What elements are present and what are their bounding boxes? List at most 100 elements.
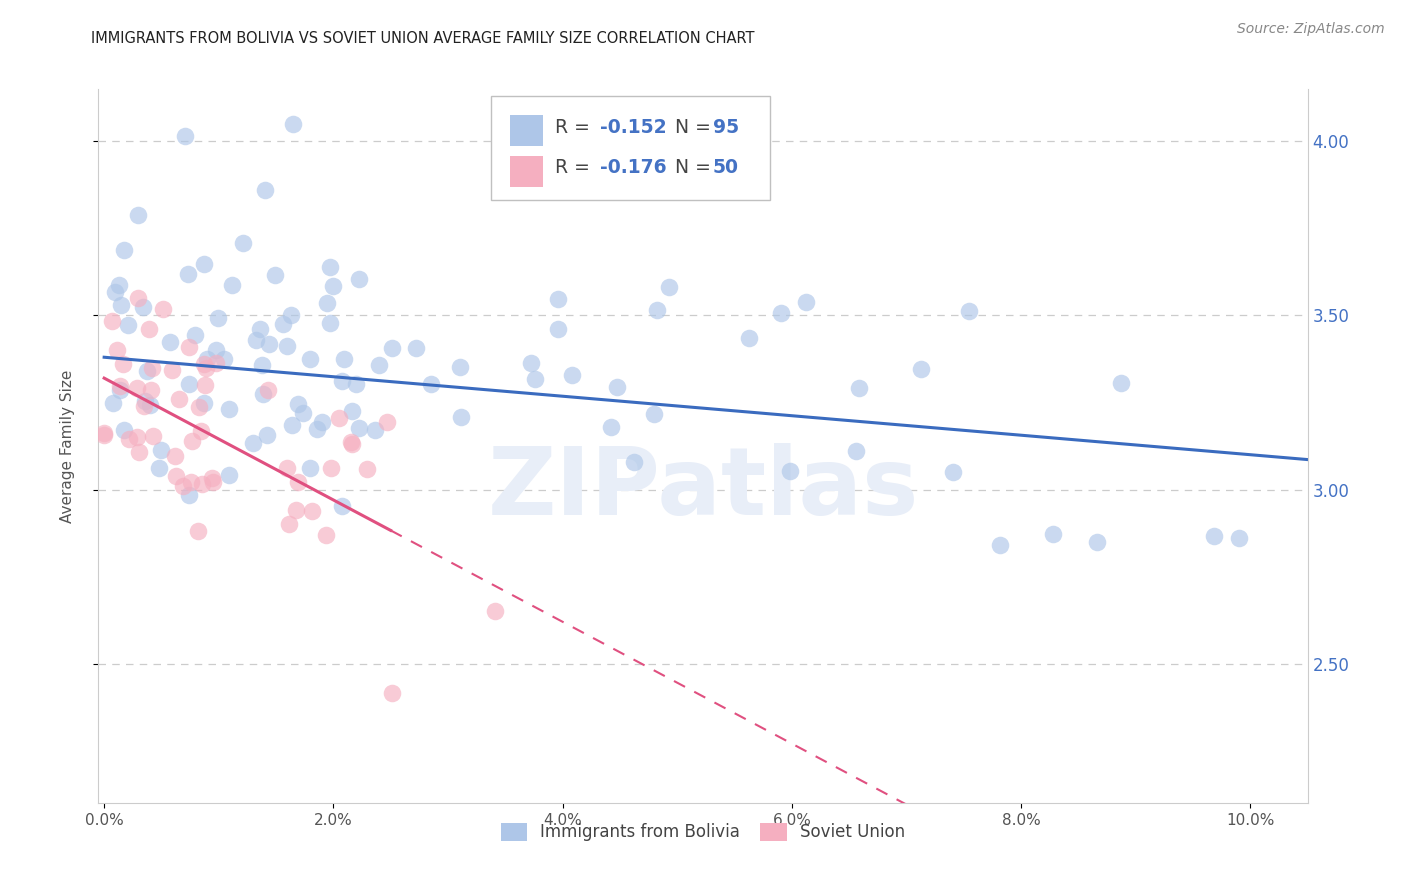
Point	[449, 360, 471, 375]
Point	[318, 316, 340, 330]
Point	[218, 401, 240, 416]
Point	[180, 434, 202, 449]
Point	[645, 303, 668, 318]
Point	[108, 383, 131, 397]
Legend: Immigrants from Bolivia, Soviet Union: Immigrants from Bolivia, Soviet Union	[494, 816, 912, 848]
Point	[1109, 376, 1132, 391]
Point	[347, 272, 370, 286]
Point	[159, 335, 181, 350]
Point	[141, 383, 163, 397]
Point	[301, 504, 323, 518]
Point	[519, 356, 541, 370]
Point	[484, 605, 506, 619]
Point	[172, 478, 194, 492]
Point	[600, 419, 623, 434]
Text: N =: N =	[657, 158, 717, 178]
Point	[280, 308, 302, 322]
Point	[142, 428, 165, 442]
Point	[150, 442, 173, 457]
Point	[658, 280, 681, 294]
Point	[148, 460, 170, 475]
Point	[988, 538, 1011, 552]
Point	[131, 301, 153, 315]
Point	[100, 313, 122, 327]
Point	[276, 339, 298, 353]
Point	[132, 399, 155, 413]
Point	[845, 444, 868, 458]
Point	[249, 321, 271, 335]
Point	[252, 358, 274, 372]
Point	[957, 304, 980, 318]
Point	[195, 352, 218, 367]
Point	[256, 428, 278, 442]
Point	[375, 416, 398, 430]
Point	[104, 285, 127, 300]
FancyBboxPatch shape	[509, 115, 543, 146]
Point	[848, 381, 870, 395]
Point	[299, 461, 322, 475]
Point	[322, 279, 344, 293]
Point	[276, 460, 298, 475]
Point	[381, 342, 404, 356]
Point	[180, 475, 202, 489]
Point	[193, 357, 215, 371]
Point	[287, 475, 309, 489]
Point	[93, 425, 115, 440]
Point	[177, 340, 200, 354]
Point	[281, 417, 304, 432]
Point	[1202, 529, 1225, 543]
Text: R =: R =	[555, 158, 596, 178]
Text: N =: N =	[657, 118, 717, 136]
Point	[328, 411, 350, 425]
Point	[138, 322, 160, 336]
Point	[942, 465, 965, 479]
Point	[184, 328, 207, 343]
Text: 50: 50	[713, 158, 738, 178]
Point	[112, 243, 135, 257]
Point	[179, 376, 201, 391]
Point	[623, 455, 645, 469]
Point	[242, 436, 264, 450]
Point	[167, 392, 190, 406]
Point	[738, 331, 761, 345]
Point	[205, 356, 228, 370]
Point	[281, 117, 304, 131]
Point	[419, 376, 441, 391]
Point	[93, 427, 115, 442]
Point	[207, 311, 229, 326]
Point	[311, 415, 333, 429]
Point	[193, 396, 215, 410]
FancyBboxPatch shape	[492, 96, 769, 200]
Text: 95: 95	[713, 118, 738, 136]
Point	[321, 460, 343, 475]
Point	[118, 432, 141, 446]
Point	[561, 368, 583, 382]
Point	[405, 341, 427, 355]
Point	[356, 462, 378, 476]
Point	[287, 397, 309, 411]
Point	[779, 464, 801, 478]
Point	[117, 318, 139, 332]
Point	[315, 295, 337, 310]
Point	[191, 476, 214, 491]
Point	[606, 379, 628, 393]
Point	[138, 398, 160, 412]
Text: IMMIGRANTS FROM BOLIVIA VS SOVIET UNION AVERAGE FAMILY SIZE CORRELATION CHART: IMMIGRANTS FROM BOLIVIA VS SOVIET UNION …	[91, 31, 755, 46]
Point	[101, 396, 124, 410]
Point	[257, 337, 280, 351]
Text: ZIPatlas: ZIPatlas	[488, 442, 918, 535]
Point	[315, 528, 337, 542]
Point	[221, 278, 243, 293]
Point	[187, 524, 209, 538]
Point	[134, 393, 156, 408]
Point	[1085, 534, 1108, 549]
Point	[187, 400, 209, 414]
Point	[264, 268, 287, 283]
Point	[340, 437, 363, 451]
Point	[205, 343, 228, 357]
Point	[128, 444, 150, 458]
Point	[1227, 531, 1250, 545]
Point	[112, 423, 135, 437]
Point	[110, 298, 132, 312]
Point	[190, 425, 212, 439]
